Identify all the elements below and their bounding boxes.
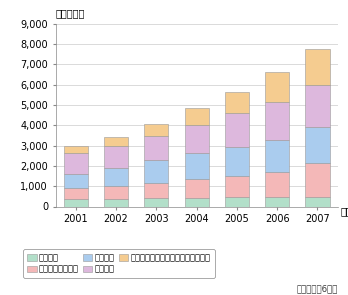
Bar (184, 125, 209, 153)
Bar (305, 196, 330, 206)
Bar (184, 179, 209, 198)
Bar (265, 140, 289, 172)
Bar (265, 172, 289, 197)
Bar (305, 127, 330, 163)
Bar (225, 148, 249, 176)
Bar (144, 136, 168, 160)
Bar (184, 153, 209, 179)
Bar (64, 145, 88, 153)
Bar (64, 188, 88, 199)
Bar (104, 168, 128, 186)
Bar (265, 197, 289, 206)
Bar (104, 137, 128, 146)
Text: 出典は付注6参照: 出典は付注6参照 (296, 284, 338, 294)
Bar (265, 102, 289, 140)
Bar (225, 197, 249, 206)
Bar (64, 153, 88, 174)
Bar (184, 198, 209, 206)
Bar (104, 186, 128, 199)
Legend: 日本市場, アジア太平洋市場, 北米市場, 西欧市場, 中東・アフリカ・東欧・中南米市場: 日本市場, アジア太平洋市場, 北米市場, 西欧市場, 中東・アフリカ・東欧・中… (23, 249, 215, 278)
Text: （年）: （年） (340, 206, 348, 217)
Bar (305, 163, 330, 196)
Bar (305, 85, 330, 127)
Bar (144, 198, 168, 206)
Bar (104, 146, 128, 168)
Bar (265, 72, 289, 102)
Bar (144, 160, 168, 183)
Bar (64, 174, 88, 188)
Bar (144, 183, 168, 198)
Bar (225, 176, 249, 197)
Bar (104, 199, 128, 206)
Text: （億ドル）: （億ドル） (56, 8, 85, 18)
Bar (225, 113, 249, 148)
Bar (184, 108, 209, 125)
Bar (64, 199, 88, 206)
Bar (305, 49, 330, 85)
Bar (225, 93, 249, 113)
Bar (144, 124, 168, 136)
